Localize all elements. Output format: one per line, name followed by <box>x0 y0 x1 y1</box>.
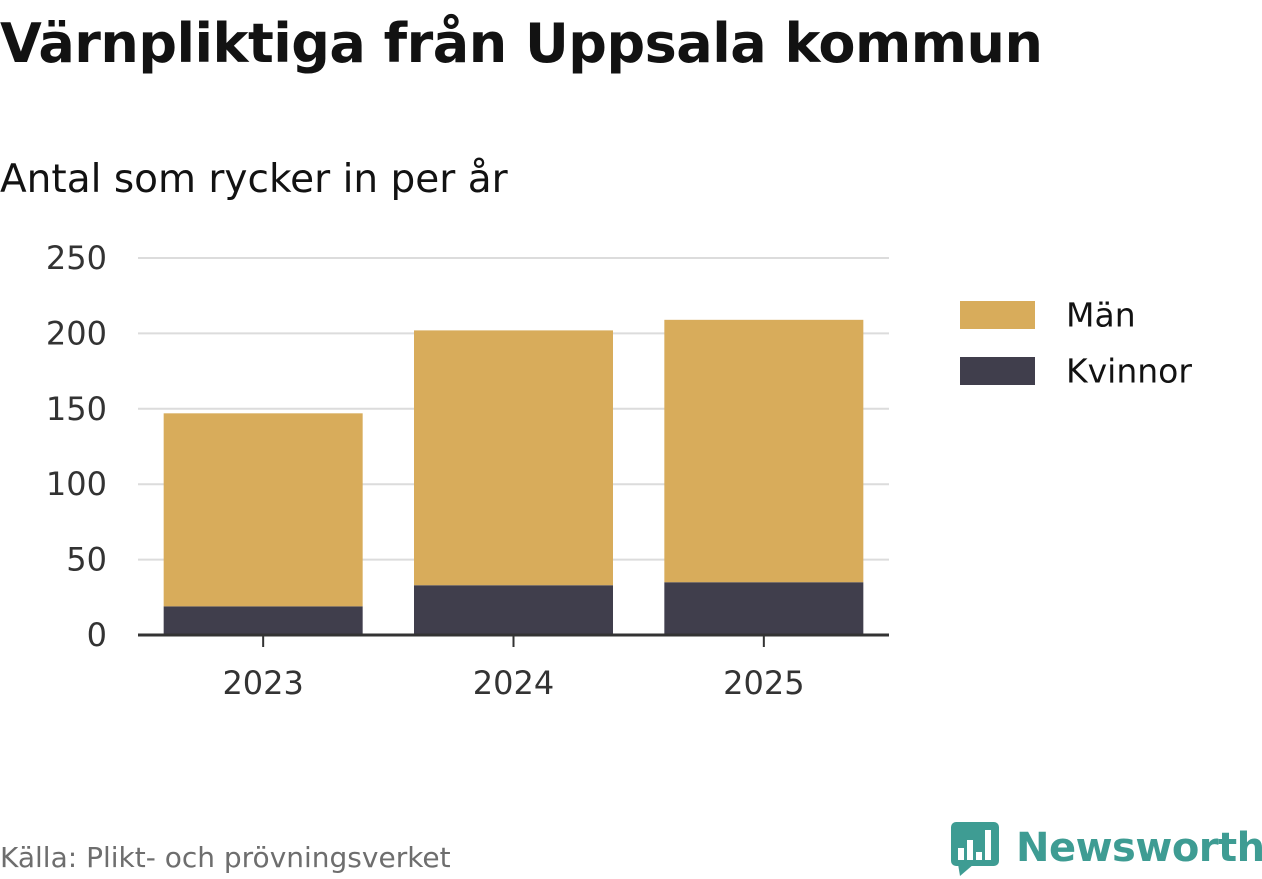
bar-kvinnor-2023 <box>163 606 363 635</box>
bar-kvinnor-2024 <box>414 585 613 635</box>
x-tick-label: 2024 <box>473 664 554 702</box>
legend-label-kvinnor: Kvinnor <box>1066 352 1192 391</box>
bar-män-2025 <box>664 319 864 583</box>
bar-chart-speech-bubble-icon <box>951 822 999 876</box>
y-tick-label: 0 <box>87 616 107 654</box>
chart-subtitle: Antal som rycker in per år <box>0 157 508 202</box>
source-note: Källa: Plikt- och prövningsverket <box>0 841 451 874</box>
bars <box>163 319 864 635</box>
axes: 0 50 100 150 200 250 2023 2024 2025 <box>46 239 889 702</box>
x-tick-label: 2025 <box>723 664 804 702</box>
brand-logo: Newsworthy <box>950 818 1262 878</box>
legend-label-män: Män <box>1066 296 1136 335</box>
bar-män-2023 <box>163 413 363 607</box>
legend-swatch-män <box>960 301 1035 329</box>
bar-kvinnor-2025 <box>664 582 864 635</box>
y-tick-label: 250 <box>46 239 107 277</box>
legend-swatch-kvinnor <box>960 357 1035 385</box>
y-tick-label: 50 <box>66 541 107 579</box>
y-tick-label: 200 <box>46 314 107 352</box>
x-tick-label: 2023 <box>222 664 303 702</box>
chart-title: Värnpliktiga från Uppsala kommun <box>0 12 1043 75</box>
brand-name: Newsworthy <box>1016 825 1262 871</box>
bar-män-2024 <box>414 330 613 586</box>
legend: Män Kvinnor <box>960 296 1192 391</box>
y-tick-label: 100 <box>46 465 107 503</box>
y-tick-label: 150 <box>46 390 107 428</box>
